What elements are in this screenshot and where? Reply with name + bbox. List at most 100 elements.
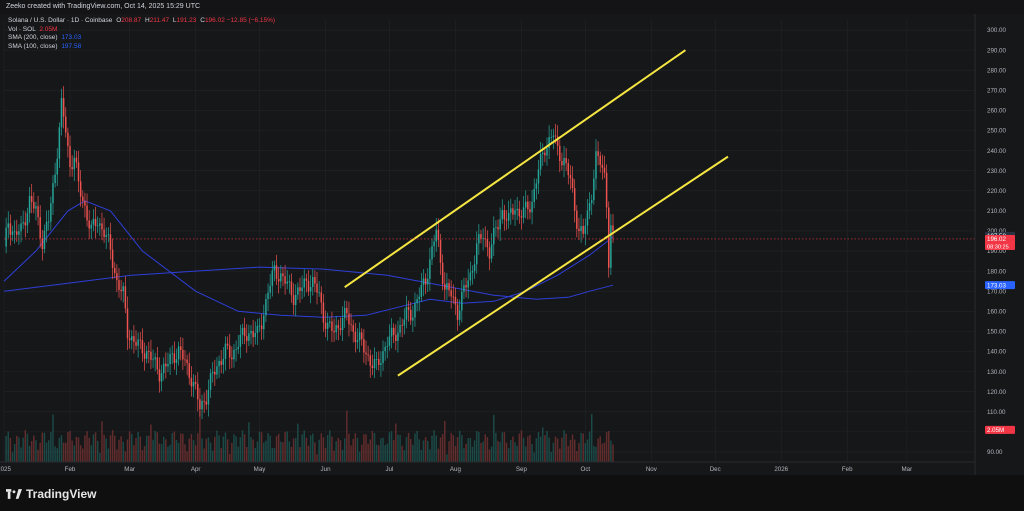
candle-body[interactable] — [358, 332, 361, 341]
candle-body[interactable] — [405, 307, 408, 320]
candle-body[interactable] — [473, 264, 476, 272]
candle-body[interactable] — [22, 222, 24, 224]
candle-body[interactable] — [137, 339, 139, 346]
candle-body[interactable] — [239, 334, 242, 347]
candle-body[interactable] — [228, 345, 231, 358]
candle-body[interactable] — [197, 383, 199, 400]
candle-body[interactable] — [499, 219, 501, 230]
candle-body[interactable] — [20, 223, 22, 232]
candle-body[interactable] — [314, 277, 316, 284]
candle-body[interactable] — [333, 330, 335, 333]
candle-body[interactable] — [444, 284, 446, 290]
candle-body[interactable] — [610, 225, 612, 268]
candle-body[interactable] — [552, 135, 555, 138]
candle-body[interactable] — [188, 363, 191, 378]
candle-body[interactable] — [309, 286, 312, 292]
candle-body[interactable] — [365, 352, 367, 355]
candle-body[interactable] — [578, 228, 580, 232]
candle-body[interactable] — [150, 351, 152, 360]
candle-body[interactable] — [107, 234, 110, 236]
candle-body[interactable] — [216, 366, 218, 375]
candle-body[interactable] — [88, 220, 90, 229]
candle-body[interactable] — [527, 201, 529, 210]
candle-body[interactable] — [486, 238, 489, 248]
candle-body[interactable] — [567, 163, 570, 176]
candle-body[interactable] — [390, 327, 393, 337]
candle-body[interactable] — [416, 299, 418, 304]
candle-body[interactable] — [439, 239, 442, 263]
candle-body[interactable] — [135, 341, 137, 346]
candle-body[interactable] — [507, 212, 510, 221]
candle-body[interactable] — [307, 280, 310, 292]
candle-body[interactable] — [548, 137, 550, 149]
candle-body[interactable] — [503, 210, 506, 220]
candle-body[interactable] — [282, 273, 284, 277]
candle-body[interactable] — [271, 270, 274, 286]
candle-body[interactable] — [326, 322, 329, 329]
candle-body[interactable] — [211, 371, 214, 374]
candle-body[interactable] — [122, 286, 124, 292]
candle-body[interactable] — [331, 321, 333, 331]
candle-body[interactable] — [75, 157, 78, 163]
candle-body[interactable] — [222, 358, 225, 365]
candle-body[interactable] — [561, 161, 563, 166]
candle-body[interactable] — [463, 285, 465, 292]
candle-body[interactable] — [301, 287, 303, 292]
candle-body[interactable] — [392, 327, 395, 335]
candle-body[interactable] — [352, 325, 354, 332]
candle-body[interactable] — [388, 336, 391, 346]
candle-body[interactable] — [192, 381, 195, 387]
candle-body[interactable] — [533, 188, 535, 202]
candle-body[interactable] — [369, 355, 371, 366]
candle-body[interactable] — [277, 278, 280, 282]
candle-body[interactable] — [263, 315, 265, 330]
candle-body[interactable] — [173, 353, 176, 363]
candle-body[interactable] — [290, 281, 293, 296]
candle-body[interactable] — [224, 343, 227, 359]
channel-lower-line[interactable] — [397, 155, 729, 377]
candle-body[interactable] — [165, 363, 167, 367]
candle-body[interactable] — [207, 389, 210, 405]
candle-body[interactable] — [226, 343, 229, 346]
candle-body[interactable] — [514, 210, 516, 215]
candle-body[interactable] — [582, 226, 584, 234]
candle-body[interactable] — [201, 400, 203, 410]
candle-body[interactable] — [205, 401, 208, 405]
candle-body[interactable] — [105, 234, 107, 237]
candle-body[interactable] — [250, 330, 252, 334]
candle-body[interactable] — [184, 359, 186, 361]
candle-body[interactable] — [475, 243, 478, 265]
candle-body[interactable] — [569, 175, 572, 179]
candle-body[interactable] — [435, 229, 438, 242]
candle-body[interactable] — [595, 151, 597, 179]
candle-body[interactable] — [86, 205, 88, 221]
candle-body[interactable] — [586, 210, 589, 226]
candle-body[interactable] — [84, 201, 86, 206]
candle-body[interactable] — [550, 137, 552, 138]
candle-body[interactable] — [556, 136, 559, 146]
candle-body[interactable] — [420, 284, 423, 297]
candle-body[interactable] — [401, 325, 403, 326]
candle-body[interactable] — [324, 322, 327, 329]
candle-body[interactable] — [446, 283, 448, 290]
candle-body[interactable] — [152, 359, 154, 361]
candle-body[interactable] — [505, 219, 508, 221]
candle-body[interactable] — [143, 353, 146, 359]
candle-body[interactable] — [139, 339, 142, 341]
candle-body[interactable] — [354, 331, 357, 343]
candle-body[interactable] — [478, 234, 480, 244]
candle-body[interactable] — [593, 178, 595, 201]
candle-body[interactable] — [563, 158, 565, 166]
candle-body[interactable] — [177, 346, 180, 360]
candle-body[interactable] — [339, 328, 342, 330]
candle-body[interactable] — [303, 278, 305, 288]
candle-body[interactable] — [275, 265, 278, 279]
candle-body[interactable] — [30, 196, 33, 202]
candle-body[interactable] — [260, 325, 263, 330]
candle-body[interactable] — [11, 231, 14, 235]
candle-body[interactable] — [343, 308, 346, 318]
candle-body[interactable] — [322, 302, 325, 323]
candle-body[interactable] — [141, 340, 144, 354]
candle-body[interactable] — [597, 151, 599, 156]
candle-body[interactable] — [235, 349, 237, 350]
